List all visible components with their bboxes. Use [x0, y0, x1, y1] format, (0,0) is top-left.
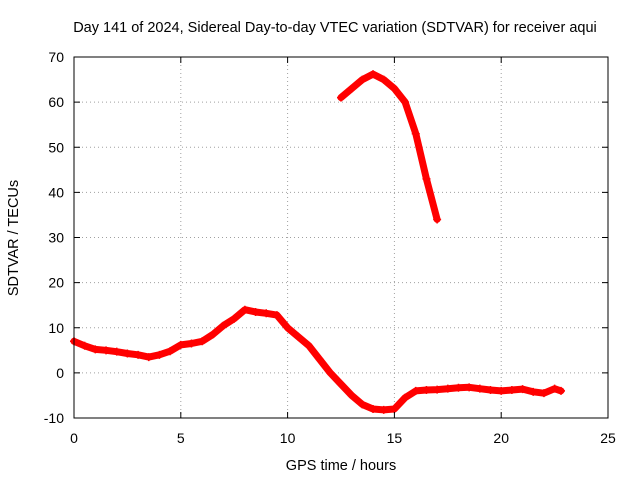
- data-point: [497, 386, 506, 395]
- axis-ticks: -10 0 10 20 30 40 50 60 70 0 5 10 15 20 25: [44, 49, 616, 446]
- series-line: [337, 70, 441, 223]
- data-point: [304, 341, 313, 350]
- data-point: [80, 341, 89, 350]
- data-point: [379, 405, 388, 414]
- data-point: [507, 386, 516, 395]
- data-point: [230, 314, 239, 323]
- data-point: [102, 346, 111, 355]
- data-point: [155, 350, 164, 359]
- y-tick-label: -10: [44, 410, 64, 426]
- data-point: [401, 393, 410, 402]
- data-point: [262, 309, 271, 318]
- data-point: [390, 404, 399, 413]
- data-point: [219, 321, 228, 330]
- data-point: [123, 349, 132, 358]
- data-point: [91, 345, 100, 354]
- series-group: [70, 305, 566, 414]
- data-point: [550, 384, 559, 393]
- y-tick-label: 60: [48, 94, 64, 110]
- x-tick-label: 25: [600, 430, 616, 446]
- data-point: [326, 368, 335, 377]
- data-point: [315, 355, 324, 364]
- y-tick-label: 30: [48, 230, 64, 246]
- data-point: [518, 385, 527, 394]
- data-point: [539, 389, 548, 398]
- data-point: [337, 93, 345, 102]
- data-point: [369, 404, 378, 413]
- data-point: [112, 347, 121, 356]
- data-point: [208, 330, 217, 339]
- data-point: [187, 339, 196, 348]
- data-point: [251, 307, 260, 316]
- series-group: [337, 70, 442, 224]
- data-point: [144, 353, 153, 362]
- data-point: [411, 129, 420, 138]
- y-tick-label: 70: [48, 49, 64, 65]
- data-point: [134, 350, 143, 359]
- x-tick-label: 0: [70, 430, 78, 446]
- data-point: [529, 387, 538, 396]
- data-point: [337, 380, 345, 389]
- data-point: [454, 383, 463, 392]
- data-point: [369, 70, 378, 79]
- data-point: [347, 84, 356, 93]
- data-point: [379, 75, 388, 84]
- x-tick-label: 5: [177, 430, 185, 446]
- data-point: [433, 385, 442, 394]
- data-point: [358, 400, 367, 409]
- y-tick-label: 10: [48, 320, 64, 336]
- x-tick-label: 20: [493, 430, 509, 446]
- chart-title: Day 141 of 2024, Sidereal Day-to-day VTE…: [73, 20, 597, 36]
- x-tick-label: 10: [280, 430, 296, 446]
- data-point: [411, 386, 420, 395]
- y-axis-label: SDTVAR / TECUs: [6, 180, 22, 296]
- data-point: [465, 383, 474, 392]
- grid-lines: [74, 57, 608, 418]
- data-point: [294, 332, 303, 341]
- data-point: [433, 215, 442, 224]
- data-point: [390, 84, 399, 93]
- y-tick-label: 20: [48, 275, 64, 291]
- data-point: [486, 386, 495, 395]
- data-point: [198, 337, 207, 346]
- data-point: [422, 174, 431, 183]
- y-tick-label: 40: [48, 184, 64, 200]
- data-point: [422, 386, 431, 395]
- y-tick-label: 0: [56, 365, 64, 381]
- data-point: [557, 386, 566, 395]
- data-point: [272, 311, 281, 320]
- x-tick-label: 15: [387, 430, 403, 446]
- data-point: [358, 75, 367, 84]
- data-point: [166, 347, 175, 356]
- data-point: [283, 323, 292, 332]
- data-series: [70, 70, 566, 414]
- data-point: [443, 384, 452, 393]
- y-tick-label: 50: [48, 139, 64, 155]
- data-point: [347, 391, 356, 400]
- data-point: [475, 384, 484, 393]
- data-point: [401, 98, 410, 107]
- x-axis-label: GPS time / hours: [286, 458, 396, 474]
- data-point: [240, 305, 249, 314]
- data-point: [176, 340, 185, 349]
